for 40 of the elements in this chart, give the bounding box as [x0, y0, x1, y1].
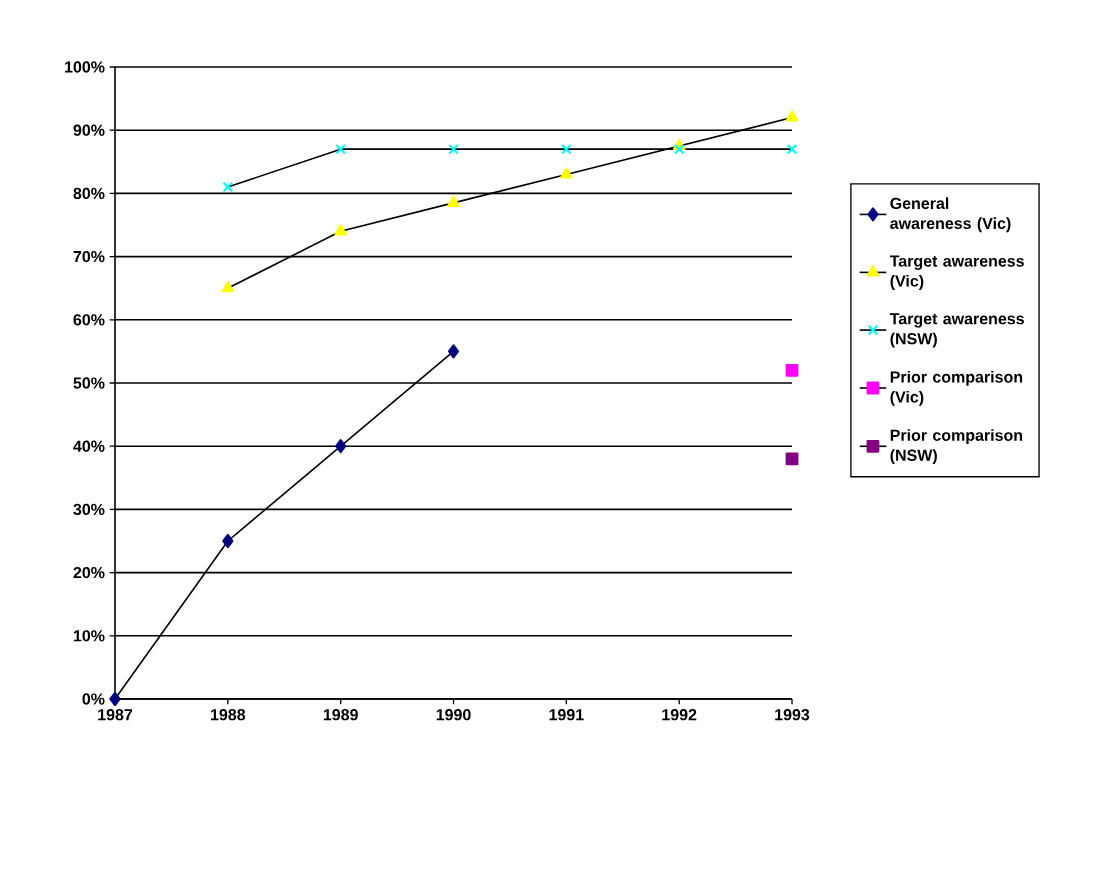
y-tick-label: 90% [73, 124, 105, 136]
y-tick-label: 40% [73, 440, 105, 452]
y-tick-label: 20% [73, 566, 105, 579]
y-tick-label: 30% [73, 503, 105, 516]
y-tick-label: 50% [73, 377, 105, 389]
point [334, 224, 347, 236]
point [786, 143, 798, 155]
point [222, 533, 234, 549]
y-tick-label: 10% [73, 630, 105, 642]
x-tick-label: 1987 [98, 709, 133, 721]
legend-label: Target awareness (Vic) [889, 255, 1024, 290]
y-tick-label: 70% [73, 250, 105, 263]
point [785, 452, 799, 466]
point [335, 439, 347, 454]
y-tick-label: 60% [73, 314, 105, 326]
y-tick-label: 80% [73, 187, 105, 200]
y-tick-label: 0% [82, 693, 105, 705]
legend-label: Prior comparison (Vic) [890, 370, 1023, 406]
x-tick-label: 1988 [211, 709, 246, 721]
point [447, 344, 460, 359]
point [673, 143, 685, 155]
x-tick-label: 1992 [662, 709, 697, 721]
legend-label: Prior comparison (NSW) [890, 429, 1023, 465]
point [560, 167, 573, 179]
legend-label: Target awareness (NSW) [889, 313, 1024, 348]
point [335, 143, 346, 155]
point [785, 363, 799, 377]
x-tick-label: 1991 [549, 709, 584, 721]
x-tick-label: 1993 [775, 709, 810, 721]
point [447, 195, 460, 207]
y-tick-label: 100% [65, 61, 105, 73]
point [221, 281, 235, 293]
x-tick-label: 1989 [323, 709, 358, 721]
point [448, 143, 459, 155]
point [785, 110, 799, 122]
point [222, 181, 234, 193]
point [109, 691, 121, 707]
x-tick-label: 1990 [436, 709, 471, 721]
point [561, 143, 572, 155]
legend-label: General awareness (Vic) [890, 197, 1011, 233]
